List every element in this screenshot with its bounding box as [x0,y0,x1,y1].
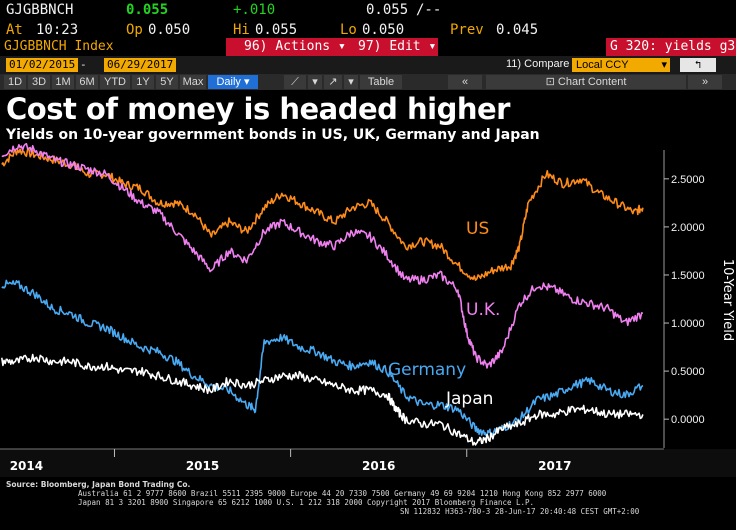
chart-content-icon: ⊡ [545,76,558,88]
series-line-germany [1,279,644,438]
page-label: G 320: yields g3 [610,39,736,54]
compare-button[interactable]: 11) Compare [506,58,569,70]
op-label: Op [126,22,143,38]
compare-label: Compare [524,58,570,70]
footer-line2: Japan 81 3 3201 8900 Singapore 65 6212 1… [78,498,535,507]
back-arrow-icon[interactable]: ↰ [680,58,716,72]
footer-line3: SN 112832 H363-780-3 28-Jun-17 20:40:48 … [400,507,640,516]
currency-value: Local CCY [576,59,629,71]
prev-label: Prev [450,22,484,38]
period-button-6m[interactable]: 6M [76,75,98,89]
actions-num: 96) [244,39,268,54]
period-button-max[interactable]: Max [180,75,206,89]
function-bar: GJGBBNCH Index 96) Actions ▾ 97) Edit ▾ … [0,38,736,56]
ticker-last-right: 0.055 [366,2,409,18]
ticker-row-1: GJGBBNCH 0.055 +.010 0.055 /-- [0,0,736,20]
draw-tool-icon[interactable]: ↗ [324,75,342,89]
ticker-row-2: At 10:23 Op 0.050 Hi 0.055 Lo 0.050 Prev… [0,20,736,38]
at-time: 10:23 [36,22,79,38]
dropdown-caret-icon[interactable]: ▾ [308,75,322,89]
dropdown-caret-icon: ▾ [661,59,667,71]
hi-label: Hi [233,22,250,38]
dropdown-caret-icon[interactable]: ▾ [344,75,358,89]
date-row: 01/02/2015 - 06/29/2017 11) Compare Loca… [0,56,736,74]
end-date-field[interactable]: 06/29/2017 [104,58,177,72]
series-line-japan [1,353,644,446]
actions-label: Actions [275,39,331,54]
period-button-3d[interactable]: 3D [28,75,50,89]
currency-select[interactable]: Local CCY ▾ [572,58,670,72]
footer-source: Source: Bloomberg, Japan Bond Trading Co… [6,480,191,489]
period-button-ytd[interactable]: YTD [100,75,130,89]
series-label: U.K. [466,300,500,320]
security-box[interactable]: GJGBBNCH Index [0,38,226,56]
series-label: Japan [445,389,493,409]
period-button-5y[interactable]: 5Y [156,75,178,89]
lo-value: 0.050 [362,22,405,38]
edit-num: 97) [358,39,382,54]
y-tick-label: 1.5000 [671,270,705,282]
start-date-field[interactable]: 01/02/2015 [6,58,79,72]
y-tick-label: 2.5000 [671,174,705,186]
series-line-us [1,148,644,281]
hi-value: 0.055 [255,22,298,38]
series-label: US [466,219,489,239]
ticker-last-right-suffix: /-- [416,2,442,18]
dropdown-caret-icon: ▾ [428,39,437,54]
period-button-1d[interactable]: 1D [4,75,26,89]
period-button-1m[interactable]: 1M [52,75,74,89]
actions-button[interactable]: 96) Actions ▾ [244,39,346,54]
chart-content-button[interactable]: ⊡ Chart Content [486,75,686,89]
ticker-last: 0.055 [126,2,169,18]
collapse-left-icon[interactable]: « [448,75,482,89]
x-tick-label: 2015 [186,459,219,473]
edit-label: Edit [389,39,421,54]
line-chart-icon[interactable]: ⟋ [284,75,306,89]
spacer-box [438,38,606,56]
footer-line1: Australia 61 2 9777 8600 Brazil 5511 239… [78,489,607,498]
y-tick-label: 1.0000 [671,318,705,330]
op-value: 0.050 [148,22,191,38]
y-tick-label: 2.0000 [671,222,705,234]
edit-button[interactable]: 97) Edit ▾ [358,39,436,54]
ticker-change: +.010 [233,2,276,18]
expand-right-icon[interactable]: » [688,75,722,89]
chart-content-label: Chart Content [557,76,627,88]
y-tick-label: 0.5000 [671,366,705,378]
at-label: At [6,22,23,38]
ticker-symbol: GJGBBNCH [6,2,74,18]
date-dash: - [80,58,87,71]
chart-subtitle: Yields on 10-year government bonds in US… [6,127,540,143]
y-axis-label: 10-Year Yield [720,259,735,341]
compare-num: 11) [506,58,522,70]
series-label: Germany [388,360,466,380]
x-axis-band [0,449,736,477]
lo-label: Lo [340,22,357,38]
x-tick-label: 2016 [362,459,395,473]
prev-value: 0.045 [496,22,539,38]
period-button-1y[interactable]: 1Y [132,75,154,89]
series-line-uk [1,142,644,369]
x-tick-label: 2014 [10,459,43,473]
dropdown-caret-icon: ▾ [337,39,346,54]
chart-title: Cost of money is headed higher [6,92,510,126]
table-button[interactable]: Table [360,75,402,89]
period-button-daily[interactable]: Daily ▾ [208,75,258,89]
y-tick-label: 0.0000 [671,414,705,426]
security-label: GJGBBNCH Index [4,39,114,54]
x-tick-label: 2017 [538,459,571,473]
period-toolbar: 1D 3D 1M 6M YTD 1Y 5Y Max Daily ▾ ⟋ ▾ ↗ ▾ Table … [0,74,736,90]
